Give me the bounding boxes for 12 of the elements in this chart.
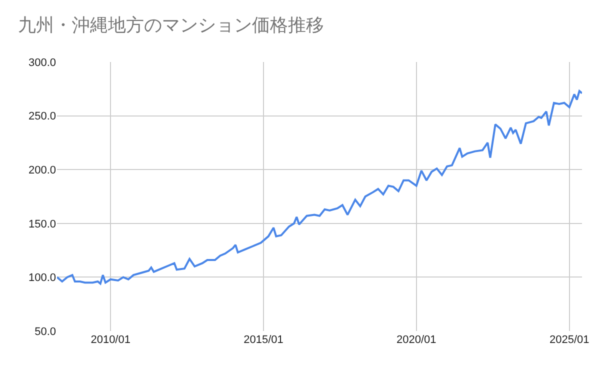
x-tick-label: 2025/01 [549, 334, 590, 346]
y-tick-label: 250.0 [28, 110, 56, 123]
y-tick-label: 200.0 [28, 164, 56, 176]
line-series [57, 90, 582, 285]
y-tick-label: 150.0 [28, 218, 56, 230]
y-tick-label: 50.0 [34, 326, 56, 338]
chart-title: 九州・沖縄地方のマンション価格推移 [18, 15, 324, 36]
y-tick-label: 100.0 [28, 272, 56, 284]
y-tick-label: 300.0 [28, 56, 56, 69]
x-tick-label: 2020/01 [396, 334, 436, 346]
x-tick-label: 2015/01 [244, 334, 284, 346]
x-tick-label: 2010/01 [90, 334, 130, 346]
